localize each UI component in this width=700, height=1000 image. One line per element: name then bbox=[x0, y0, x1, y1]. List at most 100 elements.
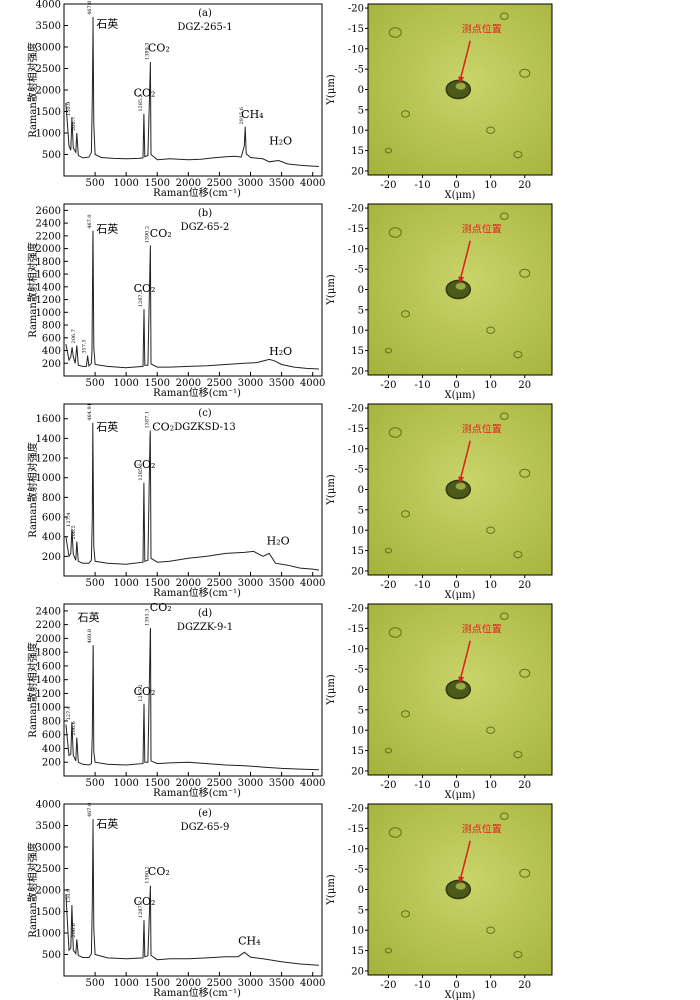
raman-spectrum-chart: 500 1000 1500 2000 2500 3000 3500 4000 200 400 600… bbox=[26, 203, 325, 399]
x-tick-label: 3000 bbox=[238, 178, 263, 189]
peak-annotation: CO₂ bbox=[148, 865, 170, 878]
y-tick-label: 1400 bbox=[36, 282, 61, 293]
photo-y-tick-label: -20 bbox=[348, 204, 364, 215]
figure-row: 500 1000 1500 2000 2500 3000 3500 4000 200 400 600… bbox=[0, 600, 700, 800]
photo-x-tick-label: 0 bbox=[453, 380, 459, 391]
photo-x-tick-label: 20 bbox=[518, 380, 531, 391]
x-axis-label: Raman位移(cm⁻¹) bbox=[153, 386, 241, 399]
minor-inclusion bbox=[400, 110, 411, 118]
measurement-arrow bbox=[458, 840, 471, 884]
y-tick-label: 3000 bbox=[36, 843, 61, 854]
inclusion-micrograph: 测点位置 -20 -10 0 10 20 -20 -15 -10 -5 0 5 10 15 20 X(μm) Y… bbox=[326, 603, 553, 800]
spectrum-line bbox=[65, 422, 319, 571]
photo-y-tick-label: 0 bbox=[358, 685, 364, 696]
photo-x-tick-label: 20 bbox=[518, 980, 531, 991]
peak-label: 2915.6 bbox=[239, 107, 245, 125]
measurement-arrow bbox=[458, 40, 471, 84]
measurement-point-label: 测点位置 bbox=[462, 823, 502, 836]
inclusion-micrograph: 测点位置 -20 -10 0 10 20 -20 -15 -10 -5 0 5 10 15 20 X(μm) Y… bbox=[326, 803, 553, 1000]
peak-label: 206.6 bbox=[71, 923, 77, 937]
photo-y-axis-label: Y(μm) bbox=[326, 874, 337, 905]
photo-y-tick-label: -5 bbox=[354, 65, 364, 76]
photo-y-tick-label: -10 bbox=[348, 44, 364, 55]
y-tick-label: 2500 bbox=[36, 864, 61, 875]
figure-row: 500 1000 1500 2000 2500 3000 3500 4000 200 400 600… bbox=[0, 200, 700, 400]
photo-y-tick-label: 20 bbox=[351, 366, 364, 377]
raman-spectrum-chart: 500 1000 1500 2000 2500 3000 3500 4000 500 1000 15… bbox=[26, 0, 325, 199]
measurement-arrow bbox=[458, 640, 471, 684]
peak-label: 206.7 bbox=[71, 117, 77, 131]
y-tick-label: 800 bbox=[42, 321, 61, 332]
y-tick-label: 1800 bbox=[36, 648, 61, 659]
vapor-bubble bbox=[455, 682, 466, 690]
peak-annotation: CO₂ bbox=[150, 601, 172, 614]
x-tick-label: 2500 bbox=[207, 178, 232, 189]
peak-annotation: 石英 bbox=[96, 817, 118, 831]
spectrum-line bbox=[65, 819, 319, 966]
peak-label: 206.6 bbox=[71, 721, 77, 735]
x-tick-label: 1500 bbox=[145, 178, 170, 189]
x-tick-label: 1000 bbox=[113, 578, 138, 589]
measurement-arrow bbox=[458, 440, 471, 484]
minor-inclusion bbox=[499, 12, 509, 21]
photo-y-tick-label: 15 bbox=[351, 146, 364, 157]
x-tick-label: 1500 bbox=[145, 978, 170, 989]
arrow-head bbox=[458, 476, 465, 484]
inclusion-micrograph: 测点位置 -20 -10 0 10 20 -20 -15 -10 -5 0 5 10 15 20 X(μm) Y… bbox=[326, 203, 553, 400]
y-tick-label: 1000 bbox=[36, 473, 61, 484]
minor-inclusion bbox=[384, 147, 393, 154]
peak-label: 469.8 bbox=[87, 629, 93, 643]
photo-x-tick-label: -10 bbox=[414, 980, 430, 991]
y-tick-label: 200 bbox=[42, 758, 61, 769]
photo-x-tick-label: 10 bbox=[484, 580, 497, 591]
photo-y-tick-label: 5 bbox=[358, 105, 364, 116]
photo-y-tick-label: -20 bbox=[348, 4, 364, 15]
y-tick-label: 800 bbox=[42, 493, 61, 504]
x-tick-label: 1000 bbox=[113, 978, 138, 989]
raman-spectrum-chart: 500 1000 1500 2000 2500 3000 3500 4000 200 400 600… bbox=[26, 601, 325, 799]
minor-inclusion bbox=[519, 268, 531, 278]
y-tick-label: 500 bbox=[42, 950, 61, 961]
y-tick-label: 400 bbox=[42, 532, 61, 543]
inclusion-micrograph: 测点位置 -20 -10 0 10 20 -20 -15 -10 -5 0 5 10 15 20 X(μm) Y… bbox=[326, 403, 553, 600]
y-tick-label: 1200 bbox=[36, 295, 61, 306]
x-axis-label: Raman位移(cm⁻¹) bbox=[153, 786, 241, 799]
y-tick-label: 1200 bbox=[36, 689, 61, 700]
arrow-head bbox=[458, 876, 465, 884]
y-tick-label: 1000 bbox=[36, 929, 61, 940]
vapor-bubble bbox=[455, 482, 466, 490]
x-tick-label: 3000 bbox=[238, 378, 263, 389]
minor-inclusion bbox=[388, 427, 402, 438]
y-tick-label: 2400 bbox=[36, 606, 61, 617]
measurement-arrow bbox=[458, 240, 471, 284]
minor-inclusion bbox=[519, 668, 531, 678]
peak-annotation: CO₂ bbox=[134, 458, 156, 471]
y-tick-label: 600 bbox=[42, 333, 61, 344]
y-tick-label: 1000 bbox=[36, 703, 61, 714]
photo-x-tick-label: 10 bbox=[484, 780, 497, 791]
photo-y-tick-label: -5 bbox=[354, 665, 364, 676]
x-tick-label: 3000 bbox=[238, 978, 263, 989]
y-tick-label: 1500 bbox=[36, 107, 61, 118]
photo-y-tick-label: -10 bbox=[348, 244, 364, 255]
photo-x-tick-label: 20 bbox=[518, 180, 531, 191]
photo-y-tick-label: 0 bbox=[358, 85, 364, 96]
peak-label: 206.7 bbox=[71, 329, 77, 343]
x-axis-label: Raman位移(cm⁻¹) bbox=[153, 586, 241, 599]
minor-inclusion bbox=[499, 812, 509, 821]
minor-inclusion bbox=[499, 612, 509, 621]
photo-y-tick-label: 5 bbox=[358, 905, 364, 916]
minor-inclusion bbox=[384, 547, 393, 554]
y-tick-label: 2000 bbox=[36, 244, 61, 255]
photo-y-tick-label: -10 bbox=[348, 644, 364, 655]
y-tick-label: 400 bbox=[42, 346, 61, 357]
peak-label: 357.5 bbox=[82, 339, 88, 353]
x-tick-label: 3000 bbox=[238, 778, 263, 789]
y-tick-label: 1400 bbox=[36, 434, 61, 445]
peak-label: 1287.2 bbox=[138, 901, 144, 919]
photo-x-tick-label: 10 bbox=[484, 380, 497, 391]
y-tick-label: 1000 bbox=[36, 129, 61, 140]
minor-inclusion bbox=[400, 510, 411, 518]
minor-inclusion bbox=[486, 726, 496, 735]
photo-y-tick-label: -20 bbox=[348, 804, 364, 815]
